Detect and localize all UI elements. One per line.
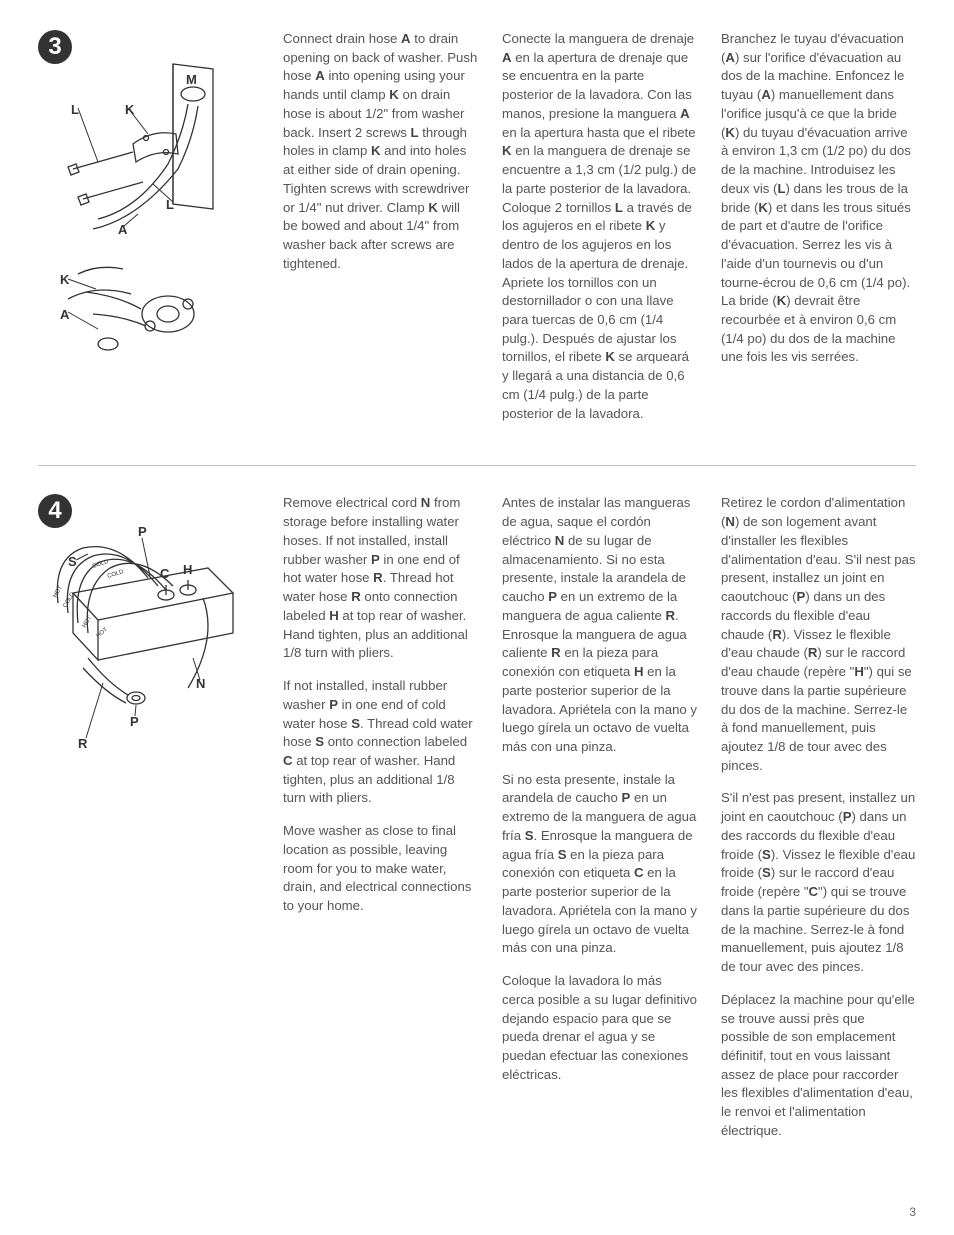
step-3-section: 3 bbox=[38, 30, 916, 466]
diagram4-label-S: S bbox=[68, 554, 77, 569]
diagram4-label-R: R bbox=[78, 736, 88, 751]
step-3-col-fr: Branchez le tuyau d'évacuation (A) sur l… bbox=[721, 30, 916, 437]
diagram4-label-H: H bbox=[183, 562, 192, 577]
diagram4-label-C: C bbox=[160, 566, 170, 581]
step-4-diagram-column: 4 bbox=[38, 494, 263, 1154]
diagram3-label-M: M bbox=[186, 72, 197, 87]
step-4-col-fr: Retirez le cordon d'alimentation (N) de … bbox=[721, 494, 916, 1154]
step-3-diagram-column: 3 bbox=[38, 30, 263, 437]
step-4-es-p3: Coloque la lavadora lo más cerca posible… bbox=[502, 972, 697, 1084]
step-4-es-p1: Antes de instalar las mangueras de agua,… bbox=[502, 494, 697, 756]
diagram4-tag-cold2: COLD bbox=[92, 559, 110, 570]
diagram4-label-P2: P bbox=[130, 714, 139, 729]
step-4-col-en: Remove electrical cord N from storage be… bbox=[283, 494, 478, 1154]
diagram3-label-A2: A bbox=[60, 307, 70, 322]
diagram4-tag-cold1: COLD bbox=[63, 591, 77, 609]
step-4-section: 4 bbox=[38, 494, 916, 1154]
step-3-col-es: Conecte la manguera de drenaje A en la a… bbox=[502, 30, 697, 437]
step-3-diagram: M K L L A K A bbox=[38, 34, 243, 394]
step-4-fr-p2: S'il n'est pas present, installez un joi… bbox=[721, 789, 916, 976]
step-3-text-columns: Connect drain hose A to drain opening on… bbox=[283, 30, 916, 437]
diagram4-tag-hot2: HOT bbox=[82, 615, 94, 629]
step-4-fr-p3: Déplacez la machine pour qu'elle se trou… bbox=[721, 991, 916, 1141]
diagram3-label-L: L bbox=[71, 102, 79, 117]
step-4-en-p3: Move washer as close to final location a… bbox=[283, 822, 478, 916]
step-4-fr-p1: Retirez le cordon d'alimentation (N) de … bbox=[721, 494, 916, 775]
step-4-en-p1: Remove electrical cord N from storage be… bbox=[283, 494, 478, 663]
step-4-text-columns: Remove electrical cord N from storage be… bbox=[283, 494, 916, 1154]
step-3-col-en: Connect drain hose A to drain opening on… bbox=[283, 30, 478, 437]
step-4-diagram: P S C H N P R HOT COLD COLD HOT HOT COLD bbox=[38, 498, 243, 758]
diagram4-label-P: P bbox=[138, 524, 147, 539]
step-3-badge: 3 bbox=[38, 30, 72, 64]
diagram4-tag-hot1: HOT bbox=[53, 585, 65, 599]
step-3-en-p1: Connect drain hose A to drain opening on… bbox=[283, 30, 478, 274]
diagram4-label-N: N bbox=[196, 676, 205, 691]
step-4-col-es: Antes de instalar las mangueras de agua,… bbox=[502, 494, 697, 1154]
page-number: 3 bbox=[909, 1205, 916, 1219]
diagram4-tag-cold3: COLD bbox=[107, 569, 125, 580]
step-3-fr-p1: Branchez le tuyau d'évacuation (A) sur l… bbox=[721, 30, 916, 367]
step-4-en-p2: If not installed, install rubber washer … bbox=[283, 677, 478, 808]
step-4-es-p2: Si no esta presente, instale la arandela… bbox=[502, 771, 697, 958]
step-3-es-p1: Conecte la manguera de drenaje A en la a… bbox=[502, 30, 697, 423]
